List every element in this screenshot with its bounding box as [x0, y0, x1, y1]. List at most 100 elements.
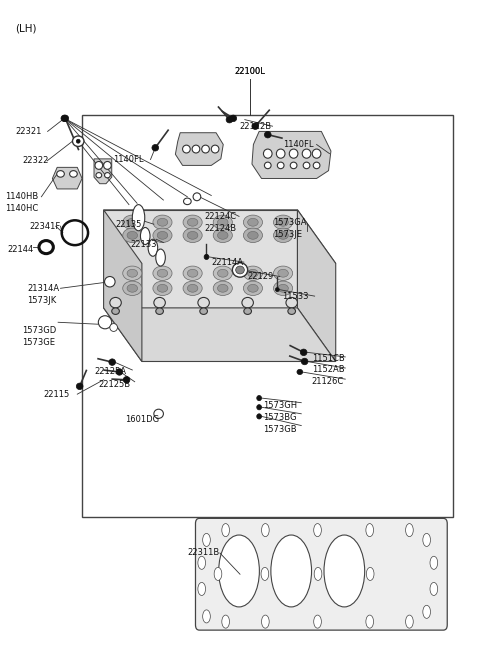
Ellipse shape	[183, 266, 202, 280]
Ellipse shape	[226, 117, 233, 123]
Ellipse shape	[313, 162, 320, 169]
Ellipse shape	[192, 145, 200, 153]
Polygon shape	[298, 210, 336, 362]
Ellipse shape	[248, 218, 258, 226]
Ellipse shape	[271, 535, 312, 607]
Ellipse shape	[127, 231, 138, 239]
Ellipse shape	[96, 173, 102, 178]
Ellipse shape	[153, 281, 172, 295]
Text: 22124C: 22124C	[204, 212, 236, 221]
Polygon shape	[252, 132, 331, 178]
Ellipse shape	[277, 162, 284, 169]
Ellipse shape	[123, 215, 142, 229]
Ellipse shape	[230, 115, 237, 122]
Text: 22135: 22135	[116, 219, 142, 229]
Ellipse shape	[217, 218, 228, 226]
Ellipse shape	[274, 215, 293, 229]
Ellipse shape	[213, 228, 232, 242]
Text: 1573GA: 1573GA	[274, 218, 307, 227]
Ellipse shape	[187, 269, 198, 277]
Text: 22125A: 22125A	[94, 367, 126, 377]
Ellipse shape	[406, 615, 413, 628]
Text: 1140FL: 1140FL	[283, 140, 313, 149]
Ellipse shape	[141, 227, 150, 244]
Ellipse shape	[248, 231, 258, 239]
Ellipse shape	[302, 149, 311, 159]
Ellipse shape	[236, 266, 244, 274]
Ellipse shape	[105, 276, 115, 287]
Ellipse shape	[200, 308, 207, 314]
Ellipse shape	[286, 297, 298, 308]
Ellipse shape	[276, 149, 285, 159]
Ellipse shape	[278, 218, 288, 226]
Ellipse shape	[193, 193, 201, 200]
Ellipse shape	[244, 308, 252, 314]
Text: 1601DG: 1601DG	[125, 415, 159, 424]
Ellipse shape	[123, 266, 142, 280]
FancyBboxPatch shape	[195, 518, 447, 630]
Ellipse shape	[183, 228, 202, 242]
Text: 1573GB: 1573GB	[263, 425, 297, 434]
Ellipse shape	[182, 145, 190, 153]
Text: 1152AB: 1152AB	[312, 365, 345, 375]
Text: 22321: 22321	[15, 127, 41, 136]
Ellipse shape	[204, 254, 209, 259]
Ellipse shape	[248, 269, 258, 277]
Ellipse shape	[257, 396, 262, 401]
Ellipse shape	[257, 414, 262, 419]
Ellipse shape	[213, 281, 232, 295]
Ellipse shape	[153, 228, 172, 242]
Ellipse shape	[274, 228, 293, 242]
Polygon shape	[94, 159, 112, 183]
Ellipse shape	[110, 297, 121, 308]
Polygon shape	[175, 133, 223, 166]
Ellipse shape	[314, 615, 322, 628]
Text: 1573GE: 1573GE	[22, 338, 55, 347]
Text: 22144: 22144	[8, 244, 34, 253]
Ellipse shape	[112, 308, 120, 314]
Ellipse shape	[183, 198, 191, 204]
Text: 22100L: 22100L	[234, 67, 265, 76]
Ellipse shape	[297, 369, 303, 375]
Ellipse shape	[242, 297, 253, 308]
Ellipse shape	[222, 523, 229, 536]
Text: 1140HC: 1140HC	[5, 204, 39, 213]
Ellipse shape	[222, 615, 229, 628]
Ellipse shape	[278, 269, 288, 277]
Ellipse shape	[95, 162, 103, 170]
Ellipse shape	[187, 218, 198, 226]
Ellipse shape	[301, 358, 308, 365]
Ellipse shape	[152, 145, 158, 151]
Ellipse shape	[423, 605, 431, 618]
Ellipse shape	[76, 383, 83, 390]
Ellipse shape	[290, 162, 297, 169]
Ellipse shape	[366, 523, 373, 536]
Ellipse shape	[187, 284, 198, 292]
Ellipse shape	[153, 215, 172, 229]
Ellipse shape	[423, 533, 431, 546]
Ellipse shape	[105, 173, 110, 178]
Ellipse shape	[257, 405, 262, 410]
Ellipse shape	[289, 149, 298, 159]
Ellipse shape	[303, 162, 310, 169]
Ellipse shape	[157, 284, 168, 292]
Ellipse shape	[127, 284, 138, 292]
Ellipse shape	[262, 523, 269, 536]
Ellipse shape	[153, 266, 172, 280]
Ellipse shape	[262, 615, 269, 628]
Polygon shape	[104, 210, 142, 362]
Ellipse shape	[243, 215, 263, 229]
Text: 1573BG: 1573BG	[263, 413, 297, 422]
Ellipse shape	[127, 269, 138, 277]
Ellipse shape	[274, 281, 293, 295]
Text: 22100L: 22100L	[234, 67, 265, 76]
Text: 22124B: 22124B	[204, 223, 236, 233]
Ellipse shape	[211, 145, 219, 153]
Ellipse shape	[213, 215, 232, 229]
Ellipse shape	[116, 369, 123, 375]
Text: 21314A: 21314A	[27, 284, 59, 293]
Ellipse shape	[202, 145, 209, 153]
Ellipse shape	[76, 140, 80, 143]
Polygon shape	[104, 210, 336, 263]
Ellipse shape	[278, 284, 288, 292]
